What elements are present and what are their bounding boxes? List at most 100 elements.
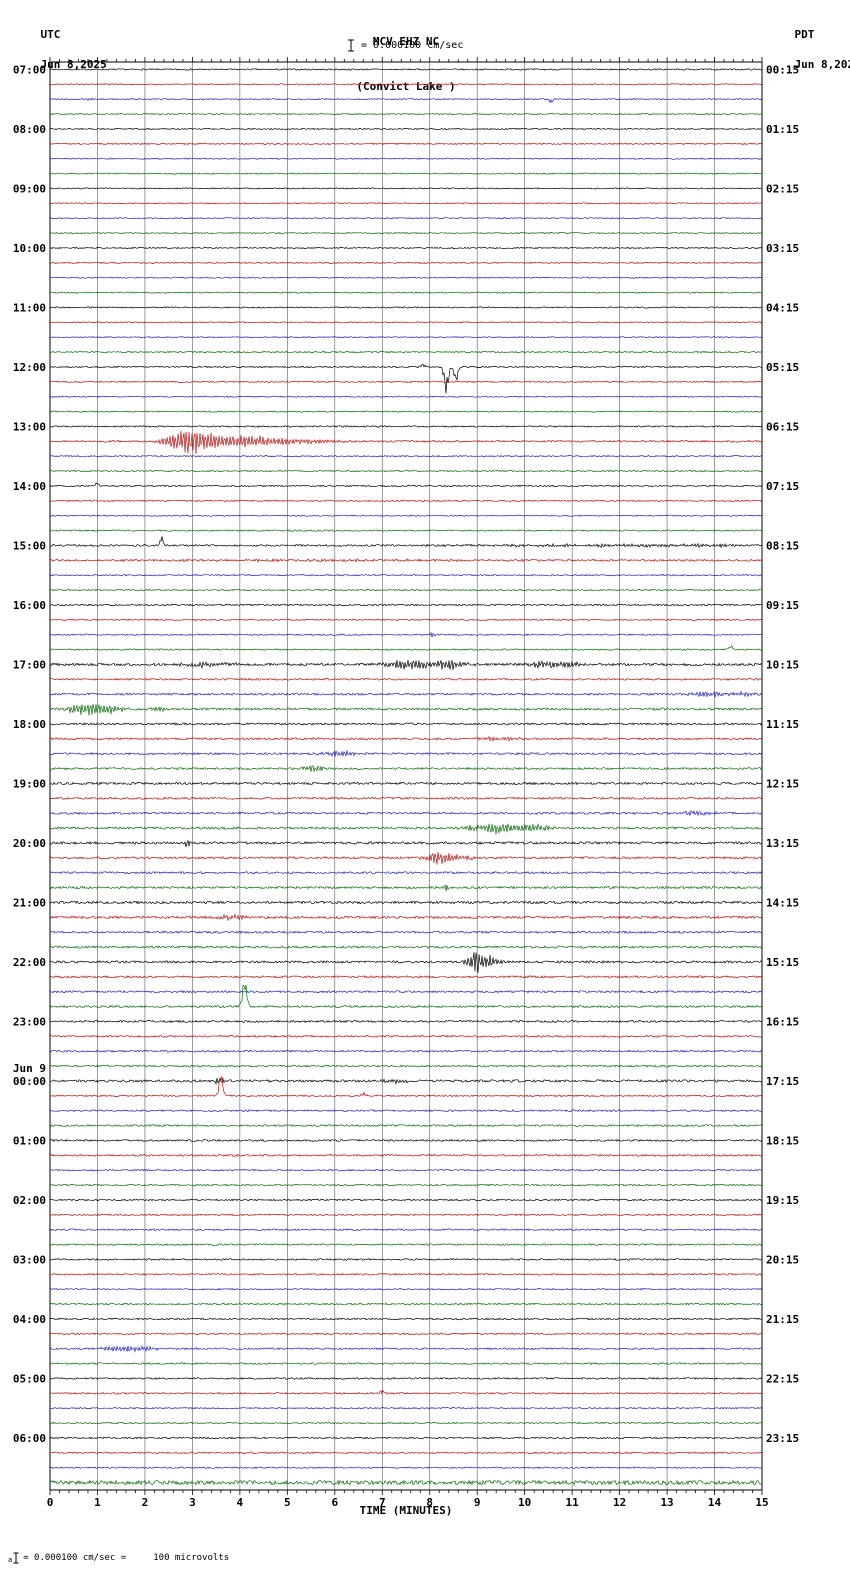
seismo-trace bbox=[49, 1436, 763, 1440]
plot-border bbox=[49, 61, 763, 1491]
pdt-hour-label: 13:15 bbox=[766, 837, 799, 850]
seismo-trace bbox=[49, 231, 763, 235]
pdt-hour-label: 20:15 bbox=[766, 1253, 799, 1266]
seismo-trace bbox=[49, 1168, 763, 1172]
seismo-trace bbox=[49, 659, 763, 671]
seismo-trace bbox=[49, 83, 763, 86]
x-tick-label: 13 bbox=[660, 1496, 673, 1509]
station-title: MCV EHZ NC bbox=[372, 35, 440, 48]
utc-header: UTC Jun 8,2025 bbox=[14, 12, 107, 87]
x-tick-label: 8 bbox=[426, 1496, 433, 1509]
seismo-trace bbox=[49, 852, 762, 865]
seismo-trace bbox=[49, 1138, 763, 1142]
seismo-trace bbox=[49, 764, 763, 772]
utc-hour-label: 11:00 bbox=[13, 301, 46, 314]
utc-hour-label: 02:00 bbox=[13, 1194, 46, 1207]
seismo-trace bbox=[49, 536, 763, 549]
seismo-trace bbox=[49, 735, 763, 743]
seismo-trace bbox=[49, 1153, 762, 1157]
pdt-hour-label: 19:15 bbox=[766, 1194, 799, 1207]
seismo-trace bbox=[49, 172, 763, 175]
utc-hour-label: 21:00 bbox=[13, 896, 46, 909]
seismo-trace bbox=[49, 1421, 763, 1425]
seismo-trace bbox=[49, 984, 763, 1009]
seismo-trace bbox=[49, 781, 763, 786]
seismo-trace bbox=[49, 645, 763, 651]
seismo-trace bbox=[49, 97, 763, 104]
seismo-trace bbox=[49, 809, 763, 817]
utc-hour-label: 09:00 bbox=[13, 182, 46, 195]
utc-hour-label: 17:00 bbox=[13, 658, 46, 671]
utc-hour-label: 01:00 bbox=[13, 1134, 46, 1147]
utc-hour-label: 03:00 bbox=[13, 1253, 46, 1266]
pdt-hour-label: 23:15 bbox=[766, 1432, 799, 1445]
seismo-trace bbox=[49, 482, 763, 488]
pdt-hour-label: 01:15 bbox=[766, 123, 799, 136]
seismo-trace bbox=[49, 157, 763, 160]
seismo-trace bbox=[49, 187, 763, 190]
x-tick-label: 6 bbox=[331, 1496, 338, 1509]
seismo-trace bbox=[49, 823, 763, 835]
utc-hour-label: 15:00 bbox=[13, 539, 46, 552]
seismo-trace bbox=[49, 1302, 763, 1306]
pdt-hour-label: 14:15 bbox=[766, 896, 799, 909]
x-tick-label: 12 bbox=[613, 1496, 626, 1509]
seismo-trace bbox=[49, 127, 763, 131]
seismo-trace bbox=[49, 930, 763, 934]
x-tick-label: 1 bbox=[94, 1496, 101, 1509]
utc-hour-label: 18:00 bbox=[13, 718, 46, 731]
seismo-trace bbox=[49, 469, 763, 473]
seismo-trace bbox=[49, 454, 763, 458]
pdt-header: PDT Jun 8,2025 bbox=[768, 12, 850, 87]
utc-hour-label: 05:00 bbox=[13, 1372, 46, 1385]
utc-timezone-label: UTC bbox=[40, 28, 61, 41]
utc-hour-label: 04:00 bbox=[13, 1313, 46, 1326]
seismo-trace bbox=[49, 217, 763, 220]
pdt-hour-label: 16:15 bbox=[766, 1015, 799, 1028]
seismo-trace bbox=[49, 603, 763, 607]
seismo-trace bbox=[49, 1019, 763, 1024]
seismo-trace bbox=[49, 990, 763, 994]
seismo-trace bbox=[49, 1243, 763, 1246]
seismo-trace bbox=[49, 631, 763, 638]
seismo-trace bbox=[50, 363, 763, 394]
seismo-trace bbox=[50, 1076, 763, 1086]
seismo-trace bbox=[49, 557, 763, 563]
utc-hour-label: 14:00 bbox=[13, 480, 46, 493]
seismo-trace bbox=[49, 900, 763, 905]
seismo-trace bbox=[49, 291, 763, 294]
pdt-hour-label: 15:15 bbox=[766, 956, 799, 969]
seismo-trace bbox=[49, 952, 763, 973]
amplitude-scale: = 0.000100 cm/sec bbox=[347, 38, 463, 53]
seismo-trace bbox=[49, 246, 763, 250]
seismo-trace bbox=[49, 573, 763, 577]
seismo-trace bbox=[49, 1034, 762, 1038]
seismo-trace bbox=[49, 1064, 763, 1068]
seismo-trace bbox=[49, 112, 763, 116]
utc-hour-label: 23:00 bbox=[13, 1015, 46, 1028]
seismo-trace bbox=[49, 750, 763, 758]
seismo-trace bbox=[49, 306, 763, 309]
pdt-hour-label: 21:15 bbox=[766, 1313, 799, 1326]
seismo-trace bbox=[49, 410, 763, 413]
seismo-trace bbox=[49, 142, 763, 146]
scale-label: = 0.000100 cm/sec bbox=[361, 40, 464, 51]
seismo-trace bbox=[49, 1258, 763, 1261]
seismo-trace bbox=[49, 202, 763, 205]
seismo-trace bbox=[49, 1049, 763, 1053]
pdt-hour-label: 05:15 bbox=[766, 361, 799, 374]
seismo-trace bbox=[49, 884, 763, 892]
x-tick-label: 0 bbox=[47, 1496, 54, 1509]
seismo-trace bbox=[49, 430, 763, 455]
seismo-trace bbox=[49, 1183, 763, 1187]
seismo-trace bbox=[49, 1362, 763, 1365]
seismo-trace bbox=[49, 1377, 763, 1380]
footnote-sub-prefix: a bbox=[8, 1556, 13, 1564]
seismo-trace bbox=[49, 1272, 763, 1276]
seismo-trace bbox=[49, 839, 763, 847]
x-tick-label: 3 bbox=[189, 1496, 196, 1509]
pdt-hour-label: 11:15 bbox=[766, 718, 799, 731]
utc-hour-label: 06:00 bbox=[13, 1432, 46, 1445]
seismo-trace bbox=[49, 68, 763, 71]
